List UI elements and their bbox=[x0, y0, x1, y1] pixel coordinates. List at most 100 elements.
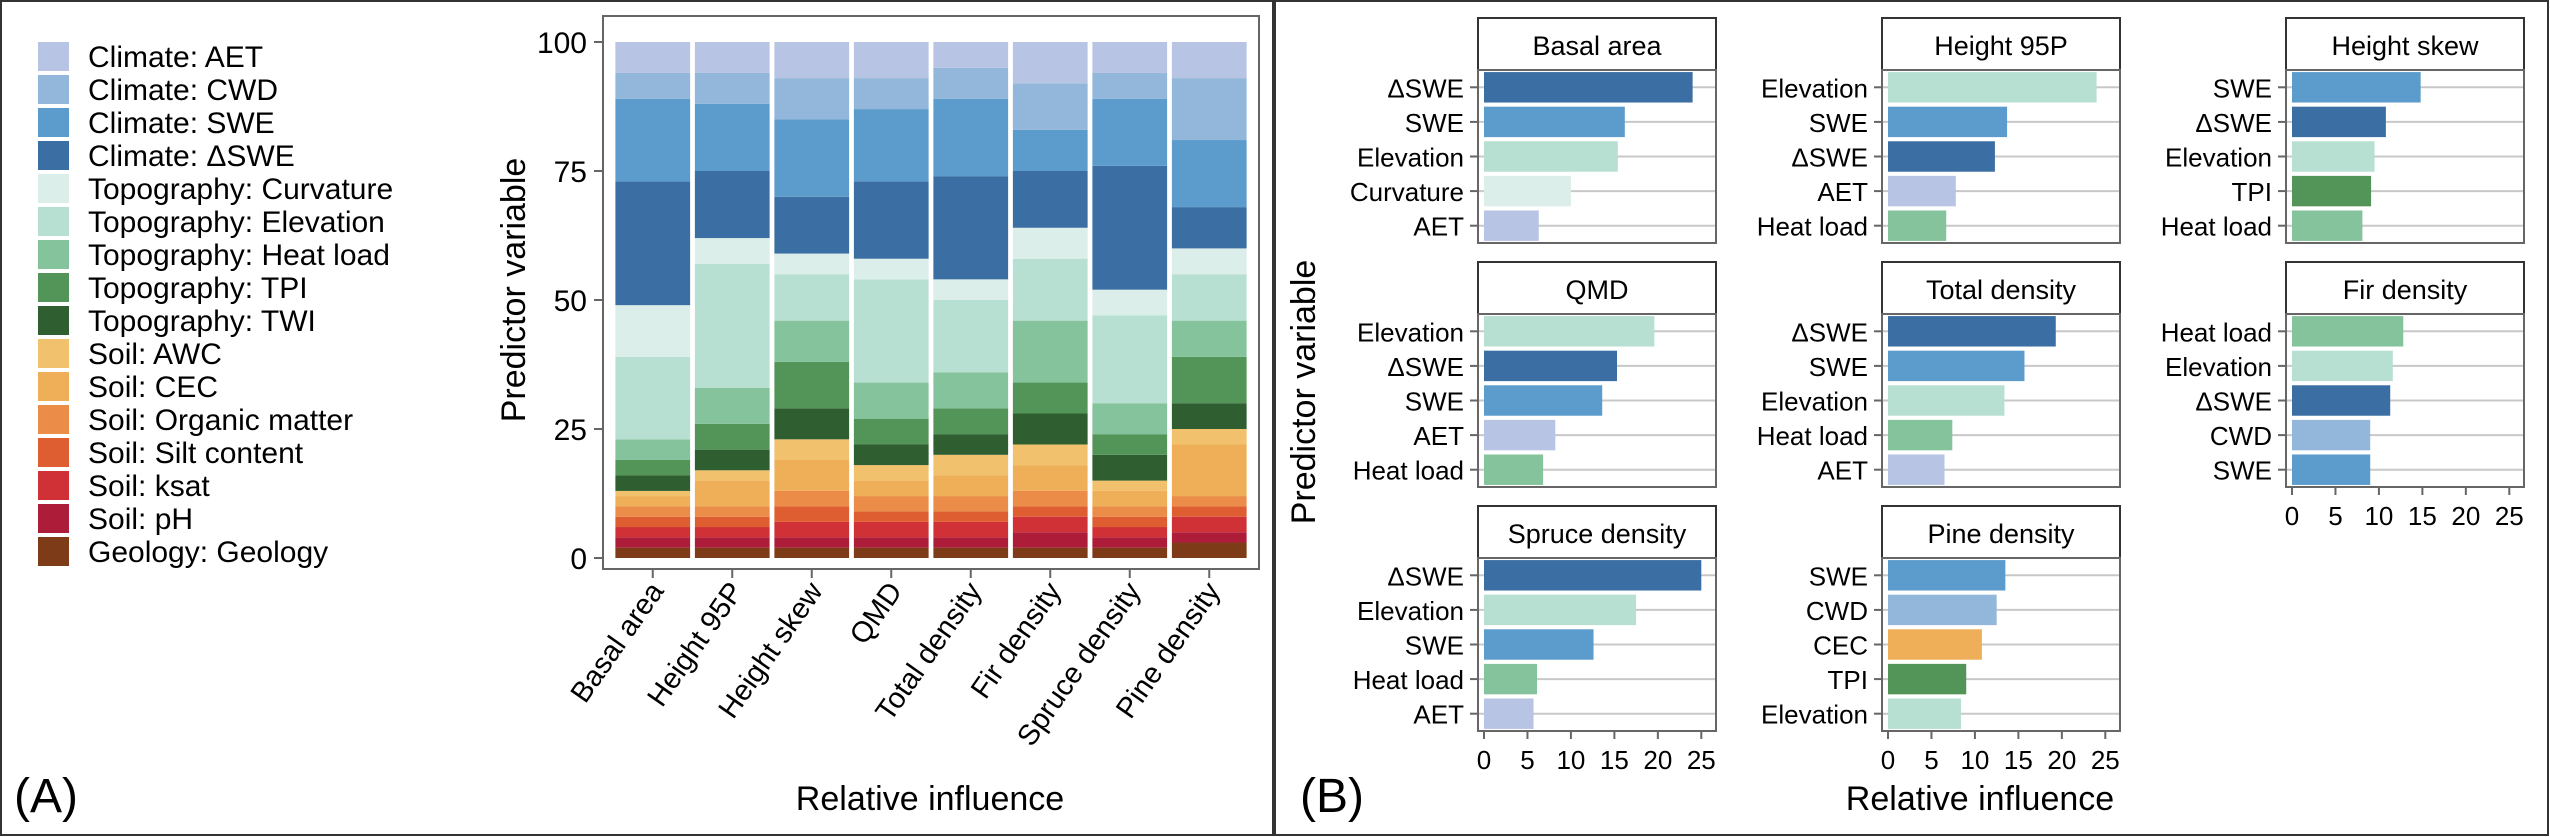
facet-x-tick-label: 5 bbox=[2328, 501, 2342, 531]
stacked-bar-segment bbox=[615, 305, 691, 357]
stacked-bar-segment bbox=[933, 547, 1009, 558]
stacked-bar-segment bbox=[1012, 532, 1088, 548]
facet-bar-label: Heat load bbox=[2161, 212, 2272, 242]
legend-swatch bbox=[38, 537, 69, 566]
stacked-bar-segment bbox=[1092, 98, 1168, 166]
stacked-bar-segment bbox=[774, 506, 850, 522]
stacked-bar-segment bbox=[1171, 542, 1247, 558]
stacked-bar-segment bbox=[1171, 320, 1247, 357]
legend-label: Soil: AWC bbox=[88, 338, 222, 371]
facet-bar-label: SWE bbox=[2213, 73, 2272, 103]
facet-x-tick-label: 10 bbox=[2364, 501, 2393, 531]
facet-bar-label: Elevation bbox=[1761, 700, 1868, 730]
stacked-bar-segment bbox=[1171, 506, 1247, 517]
stacked-bar-segment bbox=[774, 274, 850, 321]
facet-bar-label: Heat load bbox=[1757, 212, 1868, 242]
facet-title: Fir density bbox=[2343, 275, 2468, 305]
facet-bar bbox=[2292, 175, 2372, 207]
facet-bar-label: ΔSWE bbox=[1791, 143, 1868, 173]
stacked-bar-segment bbox=[615, 72, 691, 99]
facet-bar-label: ΔSWE bbox=[2195, 387, 2272, 417]
facet-bar-label: Elevation bbox=[1761, 73, 1868, 103]
stacked-bar-segment bbox=[774, 459, 850, 491]
facet-bar-label: CWD bbox=[2210, 421, 2272, 451]
facet-bar bbox=[2292, 454, 2371, 485]
stacked-bar-segment bbox=[615, 547, 691, 558]
stacked-bar-segment bbox=[615, 98, 691, 182]
stacked-bar-segment bbox=[774, 196, 850, 254]
facet-bar bbox=[1484, 72, 1693, 103]
facet-bar-label: CWD bbox=[1806, 596, 1868, 626]
stacked-bar-segment bbox=[1012, 42, 1088, 84]
stacked-bar-segment bbox=[694, 449, 770, 471]
facet-bar bbox=[1888, 594, 1997, 626]
facet-title: Height 95P bbox=[1934, 31, 2068, 61]
panel-b-label: (B) bbox=[1300, 770, 1364, 823]
facet-bar-label: Heat load bbox=[1757, 421, 1868, 451]
stacked-bar-segment bbox=[853, 465, 929, 481]
stacked-bar-segment bbox=[1012, 547, 1088, 558]
stacked-bar-segment bbox=[933, 279, 1009, 300]
stacked-bar-segment bbox=[615, 439, 691, 460]
stacked-bar-segment bbox=[853, 42, 929, 79]
stacked-bar-segment bbox=[853, 181, 929, 259]
facet-bar bbox=[1484, 316, 1655, 347]
legend-label: Soil: Silt content bbox=[88, 437, 304, 470]
facet-bar-label: Heat load bbox=[1353, 665, 1464, 695]
stacked-bar-segment bbox=[853, 537, 929, 548]
stacked-bar-segment bbox=[615, 42, 691, 73]
stacked-bar-segment bbox=[933, 521, 1009, 538]
facet-bar-label: ΔSWE bbox=[2195, 108, 2272, 138]
facet-bar bbox=[1484, 141, 1618, 172]
facet-x-tick-label: 25 bbox=[2495, 501, 2524, 531]
facet-bar-label: Elevation bbox=[1357, 317, 1464, 347]
stacked-bar-segment bbox=[1171, 42, 1247, 79]
facet-bar-label: AET bbox=[1817, 177, 1868, 207]
legend-swatch bbox=[38, 174, 69, 203]
stacked-bar-segment bbox=[933, 67, 1009, 99]
stacked-bar-segment bbox=[1092, 42, 1168, 73]
stacked-bar-segment bbox=[853, 258, 929, 280]
facet-bar bbox=[1484, 385, 1603, 416]
legend-swatch bbox=[38, 108, 69, 137]
facet-frame bbox=[1881, 557, 2121, 732]
facet-bar bbox=[2292, 316, 2404, 347]
stacked-bar-segment bbox=[853, 109, 929, 182]
y-axis-title-a: Predictor variable bbox=[495, 158, 533, 423]
facet-bar-label: TPI bbox=[1828, 665, 1868, 695]
stacked-bar-segment bbox=[1171, 274, 1247, 321]
stacked-bar-segment bbox=[933, 98, 1009, 177]
y-tick-label: 100 bbox=[537, 27, 587, 60]
facet-bar-label: SWE bbox=[1405, 108, 1464, 138]
x-axis-title-b: Relative influence bbox=[1846, 780, 2114, 818]
facet-title: Total density bbox=[1926, 275, 2077, 305]
legend-label: Soil: pH bbox=[88, 503, 193, 536]
stacked-bar-segment bbox=[1012, 320, 1088, 383]
facet-bar-label: AET bbox=[1413, 700, 1464, 730]
panel-a-label: (A) bbox=[14, 770, 78, 823]
stacked-bar-segment bbox=[933, 475, 1009, 497]
facet-bar-label: Curvature bbox=[1350, 177, 1464, 207]
stacked-bar-segment bbox=[1171, 516, 1247, 533]
legend-label: Soil: CEC bbox=[88, 371, 218, 404]
facet-bar-label: Elevation bbox=[1761, 387, 1868, 417]
stacked-bar-segment bbox=[933, 454, 1009, 476]
facet-bar bbox=[1888, 210, 1947, 241]
stacked-bar-segment bbox=[694, 516, 770, 528]
legend-swatch bbox=[38, 471, 69, 500]
facet-frame bbox=[1477, 69, 1717, 244]
stacked-bar-segment bbox=[774, 537, 850, 548]
facet-bar bbox=[1484, 594, 1637, 626]
stacked-bar-segment bbox=[1092, 537, 1168, 548]
legend-swatch bbox=[38, 438, 69, 467]
stacked-bar-segment bbox=[1171, 356, 1247, 404]
facet-bar-label: AET bbox=[1817, 456, 1868, 486]
stacked-bar-segment bbox=[933, 300, 1009, 373]
stacked-bar-segment bbox=[1012, 490, 1088, 507]
stacked-bar-segment bbox=[1171, 140, 1247, 208]
stacked-bar-segment bbox=[1171, 403, 1247, 429]
legend-swatch bbox=[38, 240, 69, 269]
legend-swatch bbox=[38, 504, 69, 533]
